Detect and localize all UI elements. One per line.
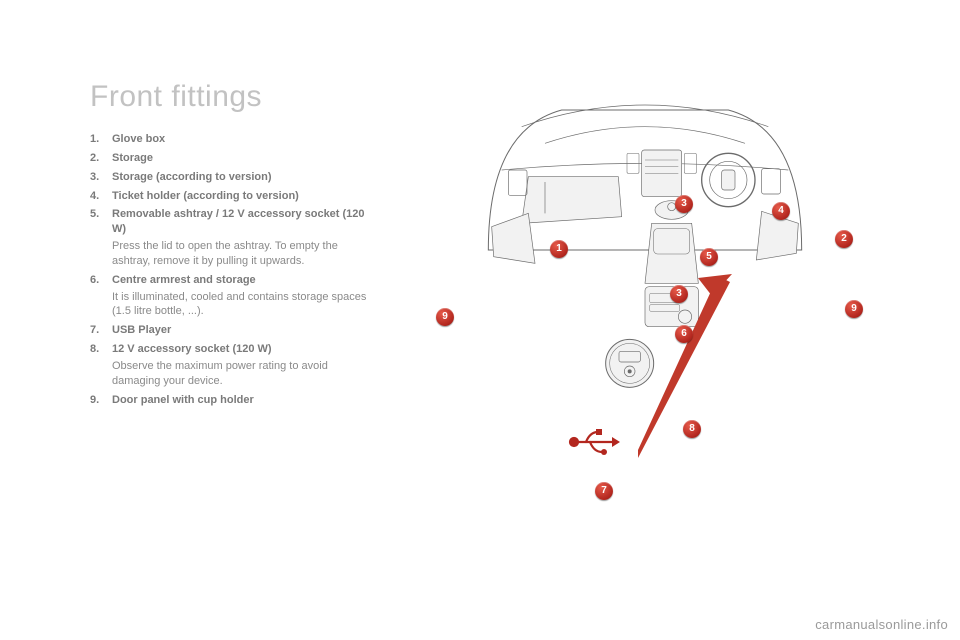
callout-arrow — [400, 90, 890, 540]
item-label: Door panel with cup holder — [112, 394, 254, 406]
manual-page: Front fittings Glove box Storage Storage… — [0, 0, 960, 640]
page-title: Front fittings — [90, 80, 370, 114]
list-item: Storage — [90, 151, 370, 166]
diagram-marker: 9 — [845, 300, 863, 318]
item-label: USB Player — [112, 324, 171, 336]
diagram-marker: 3 — [675, 195, 693, 213]
list-item: Storage (according to version) — [90, 170, 370, 185]
text-column: Front fittings Glove box Storage Storage… — [90, 80, 370, 412]
item-label: Glove box — [112, 133, 165, 145]
item-label: Storage — [112, 152, 153, 164]
interior-diagram: 1 2 3 3 4 5 6 7 8 9 9 — [400, 90, 890, 540]
diagram-marker: 5 — [700, 248, 718, 266]
fittings-list: Glove box Storage Storage (according to … — [90, 132, 370, 408]
diagram-marker: 3 — [670, 285, 688, 303]
item-desc: Press the lid to open the ashtray. To em… — [112, 239, 370, 269]
item-desc: It is illuminated, cooled and contains s… — [112, 290, 370, 320]
list-item: Glove box — [90, 132, 370, 147]
item-label: Storage (according to version) — [112, 171, 272, 183]
item-label: 12 V accessory socket (120 W) — [112, 343, 272, 355]
diagram-marker: 7 — [595, 482, 613, 500]
list-item: 12 V accessory socket (120 W) Observe the… — [90, 342, 370, 389]
item-label: Ticket holder (according to version) — [112, 190, 299, 202]
list-item: Removable ashtray / 12 V accessory socke… — [90, 207, 370, 268]
diagram-marker: 6 — [675, 325, 693, 343]
diagram-marker: 4 — [772, 202, 790, 220]
list-item: USB Player — [90, 323, 370, 338]
diagram-marker: 1 — [550, 240, 568, 258]
watermark: carmanualsonline.info — [815, 617, 948, 632]
item-desc: Observe the maximum power rating to avoi… — [112, 359, 370, 389]
item-label: Centre armrest and storage — [112, 274, 256, 286]
diagram-marker: 2 — [835, 230, 853, 248]
list-item: Centre armrest and storage It is illumina… — [90, 273, 370, 320]
list-item: Door panel with cup holder — [90, 393, 370, 408]
diagram-marker: 9 — [436, 308, 454, 326]
list-item: Ticket holder (according to version) — [90, 189, 370, 204]
diagram-marker: 8 — [683, 420, 701, 438]
item-label: Removable ashtray / 12 V accessory socke… — [112, 208, 365, 235]
usb-icon — [568, 426, 620, 458]
